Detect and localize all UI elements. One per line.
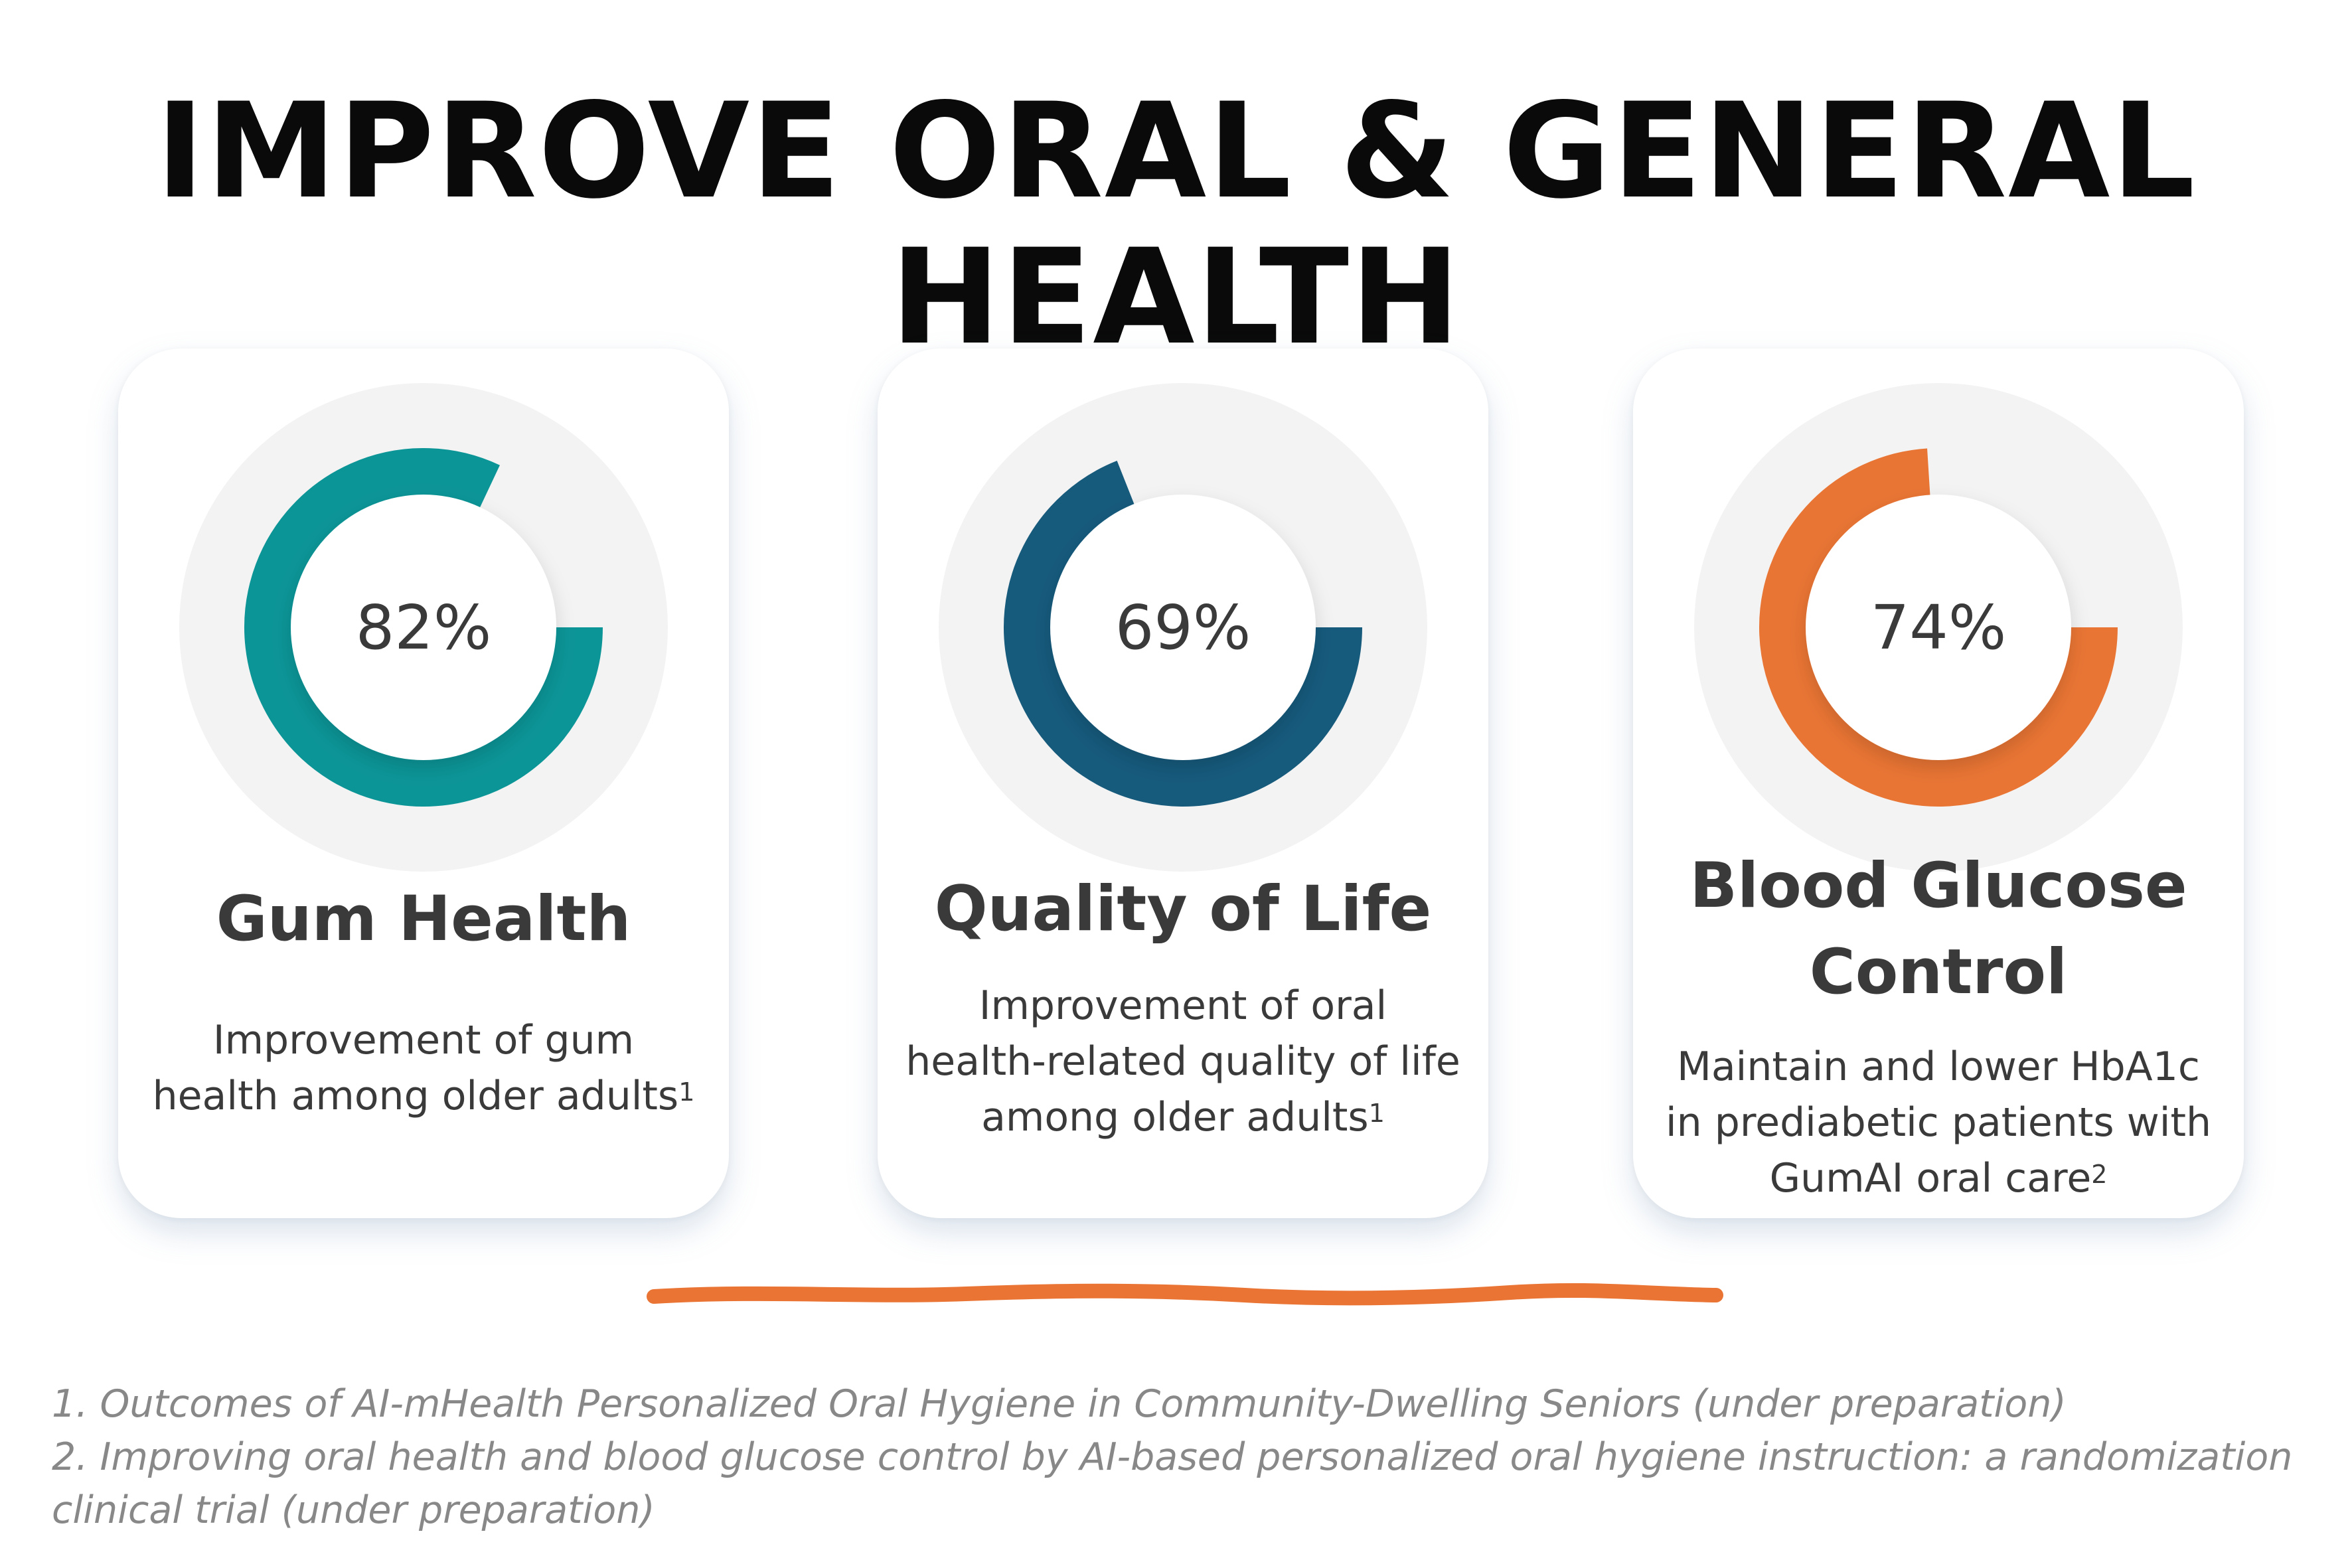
footnote-1: 1. Outcomes of AI-mHealth Personalized O…: [52, 1382, 2067, 1426]
card-description: Improvement of oral health-related quali…: [905, 982, 1460, 1140]
donut-arc-quality-of-life: [1004, 460, 1362, 807]
footnote-2: 2. Improving oral health and blood gluco…: [52, 1435, 2293, 1532]
stat-card-gum-health: 82% Gum Health Improvement of gum health…: [118, 349, 729, 1218]
donut-center: [291, 495, 556, 760]
footnote-ref: 2: [2091, 1160, 2108, 1189]
donut-arc-blood-glucose: [1759, 448, 2118, 807]
donut-value-label: 82%: [356, 592, 491, 663]
card-description: Maintain and lower HbA1c in prediabetic …: [1665, 1044, 2212, 1202]
card-title: Blood Glucose Control: [1689, 850, 2187, 1008]
stat-card-quality-of-life: 69% Quality of Life Improvement of oral …: [878, 349, 1488, 1218]
page-title: IMPROVE ORAL & GENERAL HEALTH: [155, 74, 2197, 374]
donut-chart-blood-glucose: 74%: [1694, 383, 2183, 872]
donut-arc-gum-health: [244, 448, 603, 807]
card-title: Gum Health: [216, 883, 631, 955]
donut-value-label: 69%: [1115, 592, 1251, 663]
donut-center: [1806, 495, 2071, 760]
stat-card-blood-glucose-control: 74% Blood Glucose Control Maintain and l…: [1633, 349, 2244, 1218]
donut-chart-gum-health: 82%: [179, 383, 668, 872]
decorative-divider: [647, 1283, 1723, 1306]
card-description: Improvement of gum health among older ad…: [152, 1017, 695, 1119]
donut-value-label: 74%: [1871, 592, 2006, 663]
card-title: Quality of Life: [934, 873, 1432, 945]
footnote-ref: 1: [678, 1077, 695, 1107]
footnote-ref: 1: [1368, 1099, 1385, 1128]
donut-chart-quality-of-life: 69%: [939, 383, 1427, 872]
donut-center: [1050, 495, 1316, 760]
footnotes: 1. Outcomes of AI-mHealth Personalized O…: [52, 1377, 2322, 1537]
